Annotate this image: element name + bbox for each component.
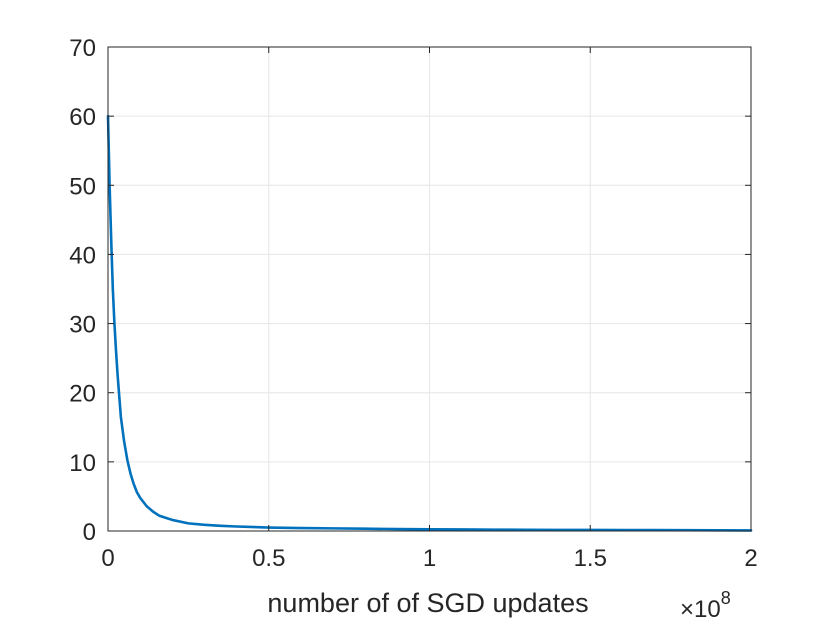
y-tick-label: 30 [69, 312, 96, 339]
y-tick-label: 50 [69, 173, 96, 200]
y-tick-label: 40 [69, 242, 96, 269]
x-tick-label: 0.5 [252, 545, 285, 572]
x-axis-label: number of of SGD updates [267, 588, 588, 618]
x-tick-label: 2 [744, 545, 757, 572]
y-tick-label: 10 [69, 450, 96, 477]
x-tick-label: 0 [101, 545, 114, 572]
x-tick-label: 1.5 [574, 545, 607, 572]
x-exponent-power: 8 [721, 588, 731, 608]
x-tick-label: 1 [423, 545, 436, 572]
y-tick-label: 20 [69, 381, 96, 408]
y-tick-labels: 0 10 20 30 40 50 60 70 [69, 35, 96, 546]
y-tick-label: 0 [83, 519, 96, 546]
axis-ticks [107, 46, 752, 532]
x-tick-labels: 0 0.5 1 1.5 2 [101, 545, 757, 572]
x-exponent-label: ×108 [680, 588, 731, 623]
series-line [106, 114, 753, 532]
y-tick-label: 70 [69, 35, 96, 62]
x-exponent-base: ×10 [680, 596, 721, 623]
grid-lines [107, 46, 752, 532]
y-tick-label: 60 [69, 104, 96, 131]
